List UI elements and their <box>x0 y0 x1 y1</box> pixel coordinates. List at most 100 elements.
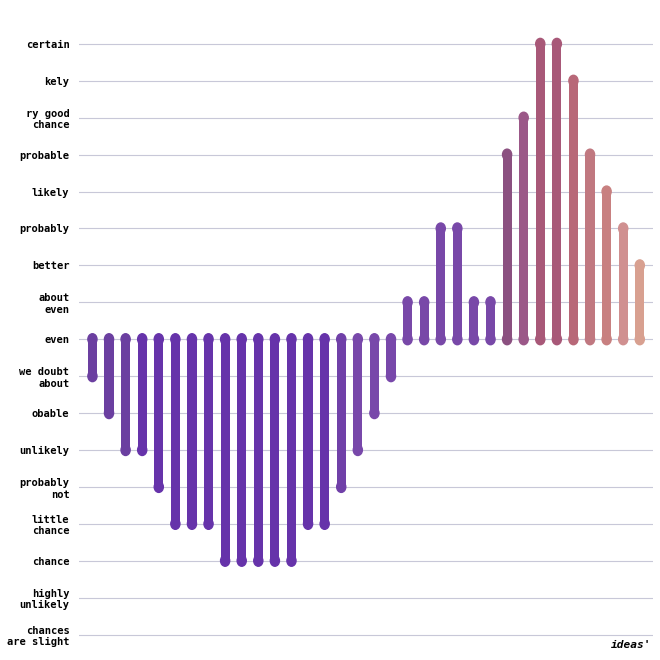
Ellipse shape <box>386 371 395 381</box>
Ellipse shape <box>237 334 246 345</box>
Bar <box>187 339 197 524</box>
Ellipse shape <box>436 223 446 234</box>
Ellipse shape <box>552 38 562 50</box>
Ellipse shape <box>569 75 578 86</box>
Bar <box>88 339 97 376</box>
Bar <box>552 44 562 339</box>
Ellipse shape <box>618 334 628 345</box>
Bar <box>253 339 263 561</box>
Ellipse shape <box>569 334 578 345</box>
Ellipse shape <box>370 408 379 418</box>
Ellipse shape <box>502 149 512 160</box>
Ellipse shape <box>386 334 395 345</box>
Bar <box>635 265 644 339</box>
Ellipse shape <box>253 334 263 345</box>
Ellipse shape <box>536 38 544 50</box>
Ellipse shape <box>420 334 429 345</box>
Bar <box>237 339 246 561</box>
Ellipse shape <box>138 334 147 345</box>
Ellipse shape <box>154 334 163 345</box>
Ellipse shape <box>436 334 446 345</box>
Bar <box>486 302 495 339</box>
Ellipse shape <box>585 334 595 345</box>
Ellipse shape <box>320 518 329 529</box>
Ellipse shape <box>121 334 130 345</box>
Ellipse shape <box>287 334 296 345</box>
Bar <box>271 339 279 561</box>
Bar <box>618 228 628 339</box>
Bar <box>353 339 362 450</box>
Bar <box>436 228 446 339</box>
Bar <box>370 339 379 413</box>
Bar <box>502 154 512 339</box>
Bar <box>171 339 180 524</box>
Ellipse shape <box>602 334 611 345</box>
Bar <box>104 339 114 413</box>
Ellipse shape <box>403 334 412 345</box>
Ellipse shape <box>403 297 412 308</box>
Ellipse shape <box>635 334 644 345</box>
Bar <box>403 302 412 339</box>
Ellipse shape <box>104 408 114 418</box>
Ellipse shape <box>154 481 163 492</box>
Bar <box>469 302 478 339</box>
Ellipse shape <box>552 334 562 345</box>
Ellipse shape <box>320 334 329 345</box>
Ellipse shape <box>502 334 512 345</box>
Ellipse shape <box>486 334 495 345</box>
Ellipse shape <box>304 518 313 529</box>
Ellipse shape <box>204 334 213 345</box>
Ellipse shape <box>171 334 180 345</box>
Ellipse shape <box>220 555 230 566</box>
Ellipse shape <box>187 334 197 345</box>
Ellipse shape <box>453 223 462 234</box>
Ellipse shape <box>287 555 296 566</box>
Ellipse shape <box>635 260 644 271</box>
Bar <box>585 154 595 339</box>
Ellipse shape <box>486 297 495 308</box>
Ellipse shape <box>187 518 197 529</box>
Ellipse shape <box>453 334 462 345</box>
Bar <box>287 339 296 561</box>
Ellipse shape <box>88 371 97 381</box>
Bar <box>420 302 429 339</box>
Ellipse shape <box>618 223 628 234</box>
Ellipse shape <box>420 297 429 308</box>
Ellipse shape <box>271 334 279 345</box>
Bar <box>536 44 544 339</box>
Bar <box>121 339 130 450</box>
Ellipse shape <box>353 334 362 345</box>
Ellipse shape <box>271 555 279 566</box>
Ellipse shape <box>353 444 362 455</box>
Bar <box>386 339 395 376</box>
Ellipse shape <box>519 334 528 345</box>
Bar <box>154 339 163 487</box>
Ellipse shape <box>536 334 544 345</box>
Ellipse shape <box>171 518 180 529</box>
Ellipse shape <box>304 334 313 345</box>
Ellipse shape <box>602 186 611 197</box>
Ellipse shape <box>104 334 114 345</box>
Ellipse shape <box>519 112 528 123</box>
Bar <box>569 81 578 339</box>
Ellipse shape <box>370 334 379 345</box>
Bar <box>519 117 528 339</box>
Ellipse shape <box>204 518 213 529</box>
Bar <box>138 339 147 450</box>
Ellipse shape <box>253 555 263 566</box>
Ellipse shape <box>237 555 246 566</box>
Ellipse shape <box>469 334 478 345</box>
Ellipse shape <box>220 334 230 345</box>
Ellipse shape <box>88 334 97 345</box>
Ellipse shape <box>337 481 346 492</box>
Ellipse shape <box>121 444 130 455</box>
Bar <box>304 339 313 524</box>
Ellipse shape <box>585 149 595 160</box>
Text: ideas': ideas' <box>611 640 651 650</box>
Bar <box>320 339 329 524</box>
Bar <box>453 228 462 339</box>
Bar <box>337 339 346 487</box>
Ellipse shape <box>138 444 147 455</box>
Bar <box>220 339 230 561</box>
Ellipse shape <box>337 334 346 345</box>
